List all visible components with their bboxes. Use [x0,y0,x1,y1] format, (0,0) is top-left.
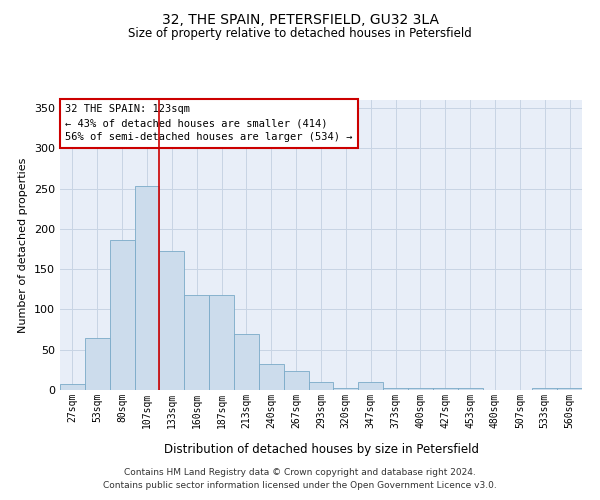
Bar [60,384,85,390]
Bar [458,388,482,390]
Bar [259,364,284,390]
Bar [308,382,334,390]
Bar [383,388,408,390]
Text: 32, THE SPAIN, PETERSFIELD, GU32 3LA: 32, THE SPAIN, PETERSFIELD, GU32 3LA [161,12,439,26]
Bar [110,240,134,390]
Y-axis label: Number of detached properties: Number of detached properties [19,158,28,332]
Bar [334,388,358,390]
Bar [358,382,383,390]
Text: Size of property relative to detached houses in Petersfield: Size of property relative to detached ho… [128,28,472,40]
Bar [209,295,234,390]
Bar [184,295,209,390]
Text: Contains HM Land Registry data © Crown copyright and database right 2024.
Contai: Contains HM Land Registry data © Crown c… [103,468,497,490]
Bar [532,388,557,390]
Bar [408,388,433,390]
Bar [557,388,582,390]
Text: 32 THE SPAIN: 123sqm
← 43% of detached houses are smaller (414)
56% of semi-deta: 32 THE SPAIN: 123sqm ← 43% of detached h… [65,104,353,142]
Bar [85,338,110,390]
Bar [160,252,184,390]
Bar [234,334,259,390]
Bar [134,186,160,390]
Bar [433,388,458,390]
Text: Distribution of detached houses by size in Petersfield: Distribution of detached houses by size … [163,442,479,456]
Bar [284,372,308,390]
